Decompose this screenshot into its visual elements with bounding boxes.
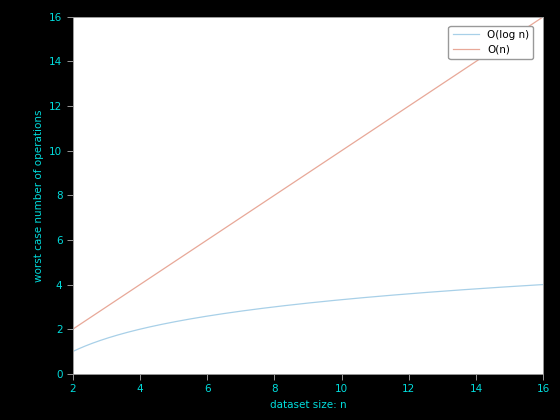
O(n)	[445, 77, 451, 82]
Legend: O(log n), O(n): O(log n), O(n)	[449, 26, 533, 59]
O(log n)	[118, 332, 124, 337]
O(n)	[69, 327, 76, 332]
O(n)	[540, 14, 547, 19]
O(log n)	[277, 304, 283, 309]
O(n)	[393, 112, 399, 117]
X-axis label: dataset size: n: dataset size: n	[270, 400, 346, 410]
Line: O(log n): O(log n)	[73, 285, 543, 352]
O(n)	[260, 200, 267, 205]
Y-axis label: worst case number of operations: worst case number of operations	[34, 109, 44, 281]
O(log n)	[436, 289, 443, 294]
O(n)	[436, 83, 443, 88]
O(log n)	[260, 306, 267, 311]
O(log n)	[540, 282, 547, 287]
Line: O(n): O(n)	[73, 17, 543, 329]
O(log n)	[445, 288, 451, 293]
O(n)	[118, 295, 124, 300]
O(n)	[277, 189, 283, 194]
O(log n)	[393, 292, 399, 297]
O(log n)	[69, 349, 76, 354]
